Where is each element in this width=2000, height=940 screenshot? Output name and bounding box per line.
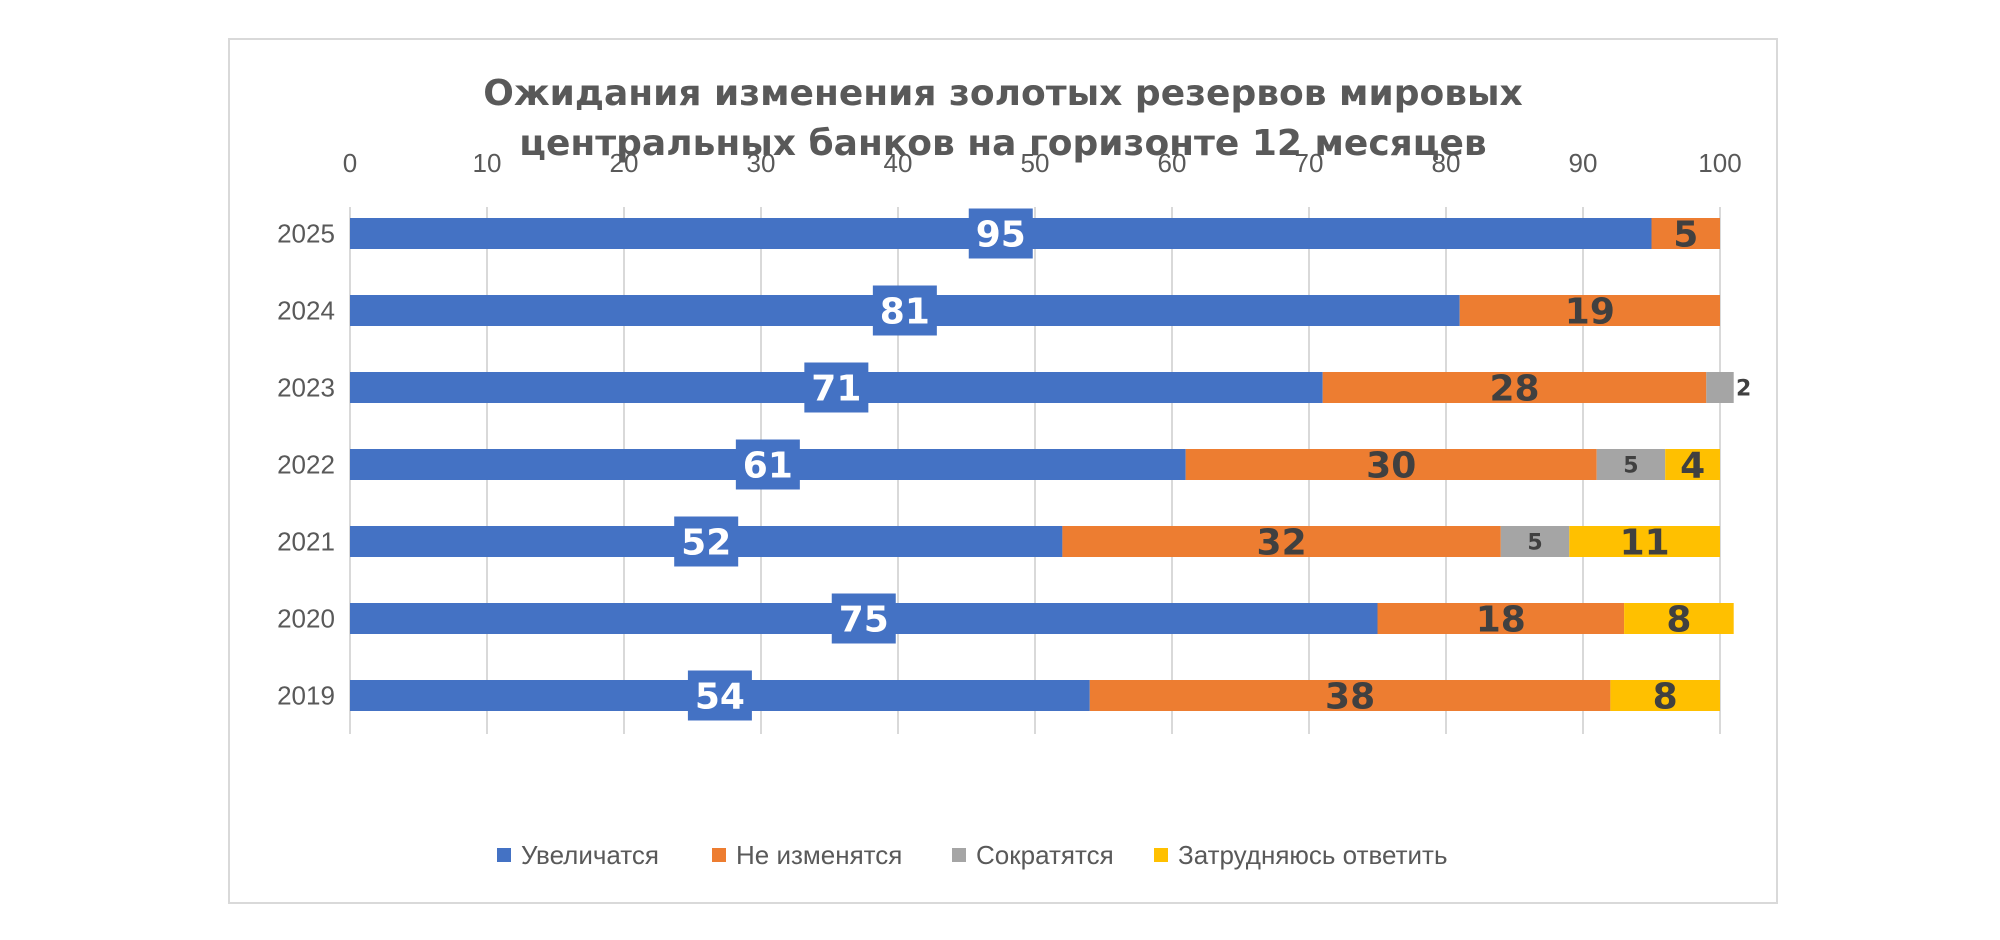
category-label: 2019 bbox=[277, 681, 335, 711]
chart-title-line-2: центральных банков на горизонте 12 месяц… bbox=[519, 123, 1486, 164]
category-label: 2021 bbox=[277, 527, 335, 557]
bar-segment bbox=[1596, 449, 1666, 480]
legend-label: Увеличатся bbox=[521, 840, 659, 870]
data-label: 38 bbox=[1325, 677, 1375, 718]
data-label: 5 bbox=[1673, 215, 1698, 256]
x-tick-label: 40 bbox=[884, 148, 913, 178]
legend-swatch bbox=[1154, 848, 1168, 862]
category-label: 2024 bbox=[277, 296, 335, 326]
legend-swatch bbox=[497, 848, 511, 862]
data-label: 28 bbox=[1489, 369, 1539, 410]
x-tick-label: 80 bbox=[1432, 148, 1461, 178]
data-label: 81 bbox=[880, 292, 930, 333]
bar-segment bbox=[1706, 372, 1734, 403]
bar-segment bbox=[1185, 449, 1597, 480]
x-tick-label: 50 bbox=[1021, 148, 1050, 178]
legend-label: Затрудняюсь ответить bbox=[1178, 840, 1447, 870]
legend-swatch bbox=[712, 848, 726, 862]
data-label: 2 bbox=[1736, 377, 1751, 402]
data-label-box bbox=[687, 670, 752, 721]
x-tick-label: 30 bbox=[747, 148, 776, 178]
bar-segment bbox=[1322, 372, 1707, 403]
data-label: 11 bbox=[1620, 523, 1670, 564]
legend-label: Сократятся bbox=[976, 840, 1114, 870]
bar-segment bbox=[1089, 680, 1611, 711]
legend-label: Не изменятся bbox=[736, 840, 902, 870]
stacked-bar-chart: Ожидания изменения золотых резервов миро… bbox=[277, 73, 1751, 870]
data-label: 8 bbox=[1666, 600, 1691, 641]
data-label-box bbox=[674, 516, 739, 567]
x-tick-label: 90 bbox=[1569, 148, 1598, 178]
data-label: 30 bbox=[1366, 446, 1416, 487]
data-label: 71 bbox=[811, 369, 861, 410]
x-tick-label: 70 bbox=[1295, 148, 1324, 178]
data-label-box bbox=[831, 593, 896, 644]
category-label: 2023 bbox=[277, 373, 335, 403]
category-label: 2020 bbox=[277, 604, 335, 634]
data-label: 19 bbox=[1565, 292, 1615, 333]
data-label: 5 bbox=[1623, 454, 1638, 479]
x-tick-label: 60 bbox=[1158, 148, 1187, 178]
data-label-box bbox=[968, 208, 1033, 259]
category-label: 2022 bbox=[277, 450, 335, 480]
chart-title-line-1: Ожидания изменения золотых резервов миро… bbox=[483, 73, 1523, 114]
data-label: 8 bbox=[1653, 677, 1678, 718]
data-label-box bbox=[735, 439, 800, 490]
data-label: 32 bbox=[1257, 523, 1307, 564]
bar-segment bbox=[1569, 526, 1720, 557]
x-tick-label: 20 bbox=[610, 148, 639, 178]
data-label: 54 bbox=[695, 677, 745, 718]
data-label: 52 bbox=[681, 523, 731, 564]
category-label: 2025 bbox=[277, 219, 335, 249]
bar-segment bbox=[1624, 603, 1734, 634]
bar-segment bbox=[1500, 526, 1570, 557]
x-tick-label: 0 bbox=[343, 148, 357, 178]
data-label-box bbox=[804, 362, 869, 413]
data-label: 5 bbox=[1527, 531, 1542, 556]
bar-segment bbox=[1377, 603, 1625, 634]
bar-segment bbox=[1459, 295, 1720, 326]
legend-swatch bbox=[952, 848, 966, 862]
bar-segment bbox=[1062, 526, 1501, 557]
chart-frame: Ожидания изменения золотых резервов миро… bbox=[228, 38, 1778, 904]
data-label: 75 bbox=[839, 600, 889, 641]
x-tick-label: 100 bbox=[1698, 148, 1741, 178]
data-label: 95 bbox=[976, 215, 1026, 256]
bar-segment bbox=[1665, 449, 1720, 480]
data-label: 61 bbox=[743, 446, 793, 487]
bar-segment bbox=[1651, 218, 1720, 249]
data-label-box bbox=[872, 285, 937, 336]
data-label: 4 bbox=[1680, 446, 1705, 487]
x-tick-label: 10 bbox=[473, 148, 502, 178]
bar-segment bbox=[1610, 680, 1720, 711]
data-label: 18 bbox=[1476, 600, 1526, 641]
